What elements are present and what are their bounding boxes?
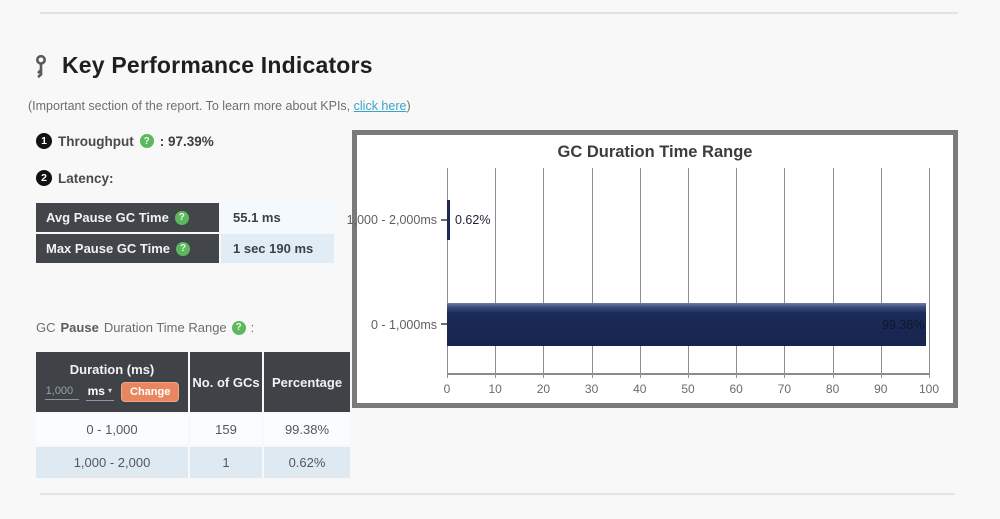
help-icon[interactable]: ? [176, 241, 191, 256]
duration-header-label: Duration (ms) [69, 362, 155, 377]
table-row: Max Pause GC Time? 1 sec 190 ms [36, 234, 334, 263]
max-pause-value: 1 sec 190 ms [221, 234, 334, 263]
bar-value-label: 0.62% [455, 213, 491, 227]
badge-2-icon: 2 [36, 170, 52, 186]
gc-pause-colon: : [250, 320, 255, 335]
count-cell: 159 [190, 414, 262, 445]
table-row: 1,000 - 2,000 1 0.62% [36, 447, 350, 478]
gridline [495, 168, 497, 378]
x-axis-tick-label: 80 [825, 382, 840, 396]
x-axis-tick-label: 90 [874, 382, 888, 396]
top-divider [40, 12, 958, 14]
plot-area: 1,000 - 2,000ms 0.62% 0 - 1,000ms 99.38%… [347, 168, 939, 396]
percentage-cell: 0.62% [264, 447, 350, 478]
gridline [929, 168, 930, 378]
section-header: Key Performance Indicators [28, 52, 373, 79]
gridline [639, 168, 641, 378]
help-icon[interactable]: ? [231, 320, 246, 335]
gridline [447, 168, 448, 378]
gc-pause-duration-label: GC Pause Duration Time Range ?: [36, 320, 254, 335]
gridline [591, 168, 593, 378]
gc-pause-suffix: Duration Time Range [103, 320, 227, 335]
bar-row: 0 - 1,000ms 99.38% [371, 303, 929, 346]
count-cell: 1 [190, 447, 262, 478]
no-of-gcs-header: No. of GCs [190, 352, 262, 412]
unit-select-value: ms [87, 383, 105, 398]
subtitle-text-end: ) [406, 99, 411, 113]
unit-select[interactable]: ms ▾ [85, 383, 114, 401]
gridline [880, 168, 882, 378]
gc-duration-chart: GC Duration Time Range 1,000 - 2,000ms 0… [347, 130, 958, 408]
duration-input[interactable] [44, 384, 79, 400]
throughput-value: : 97.39% [159, 133, 214, 149]
latency-label: Latency: [58, 170, 114, 186]
gridline [688, 168, 689, 378]
range-cell: 0 - 1,000 [36, 414, 188, 445]
y-axis-tick [441, 323, 447, 325]
x-axis-tick-label: 0 [443, 382, 451, 396]
percentage-header: Percentage [264, 352, 350, 412]
max-pause-label-cell: Max Pause GC Time? [36, 234, 219, 263]
gridline [832, 168, 834, 378]
x-axis-tick-label: 20 [536, 382, 551, 396]
help-icon[interactable]: ? [139, 134, 154, 148]
percentage-cell: 99.38% [264, 414, 350, 445]
bottom-divider [40, 493, 955, 495]
y-axis-label: 1,000 - 2,000ms [346, 213, 437, 227]
x-axis-tick-label: 30 [584, 382, 599, 396]
duration-table: Duration (ms) ms ▾ Change No. of GCs Per… [34, 350, 352, 480]
max-pause-label: Max Pause GC Time [46, 241, 171, 256]
x-axis-tick-label: 10 [488, 382, 502, 396]
badge-1-icon: 1 [36, 133, 52, 149]
gc-pause-bold: Pause [60, 320, 99, 335]
table-row: 0 - 1,000 159 99.38% [36, 414, 350, 445]
x-axis-tick-label: 60 [729, 382, 743, 396]
x-axis-tick-label: 70 [777, 382, 792, 396]
bar-value-label: 99.38% [882, 317, 925, 332]
subtitle-text: (Important section of the report. To lea… [28, 99, 354, 113]
x-axis-tick-label: 100 [918, 382, 940, 396]
avg-pause-label-cell: Avg Pause GC Time? [36, 203, 219, 232]
y-axis-label: 0 - 1,000ms [370, 317, 437, 332]
gc-pause-prefix: GC [36, 320, 56, 335]
chart-title: GC Duration Time Range [557, 143, 753, 161]
duration-controls: ms ▾ Change [42, 382, 182, 402]
gridline [543, 168, 545, 378]
latency-table: Avg Pause GC Time? 55.1 ms Max Pause GC … [34, 201, 336, 265]
avg-pause-value: 55.1 ms [221, 203, 334, 232]
bar-1000-2000ms [447, 200, 450, 240]
x-axis-tick-label: 40 [633, 382, 647, 396]
gridline [784, 168, 786, 378]
table-row: Avg Pause GC Time? 55.1 ms [36, 203, 334, 232]
x-axis-tick-label: 50 [681, 382, 695, 396]
key-icon [36, 54, 46, 78]
throughput-row: 1 Throughput ? : 97.39% [36, 133, 214, 149]
page-title: Key Performance Indicators [62, 52, 373, 78]
range-cell: 1,000 - 2,000 [36, 447, 188, 478]
gridline [736, 168, 738, 378]
bar-0-1000ms [447, 303, 926, 346]
help-icon[interactable]: ? [174, 210, 189, 225]
latency-row: 2 Latency: [36, 170, 114, 186]
change-button[interactable]: Change [121, 382, 180, 402]
chevron-down-icon: ▾ [107, 386, 112, 395]
table-header-row: Duration (ms) ms ▾ Change No. of GCs Per… [36, 352, 350, 412]
duration-header-cell: Duration (ms) ms ▾ Change [36, 352, 188, 412]
throughput-label: Throughput [58, 133, 134, 149]
kpi-learn-more-link[interactable]: click here [353, 99, 407, 113]
y-axis-tick [441, 219, 447, 221]
bar-row: 1,000 - 2,000ms 0.62% [347, 200, 929, 240]
section-subtitle: (Important section of the report. To lea… [28, 99, 411, 113]
avg-pause-label: Avg Pause GC Time [46, 210, 169, 225]
